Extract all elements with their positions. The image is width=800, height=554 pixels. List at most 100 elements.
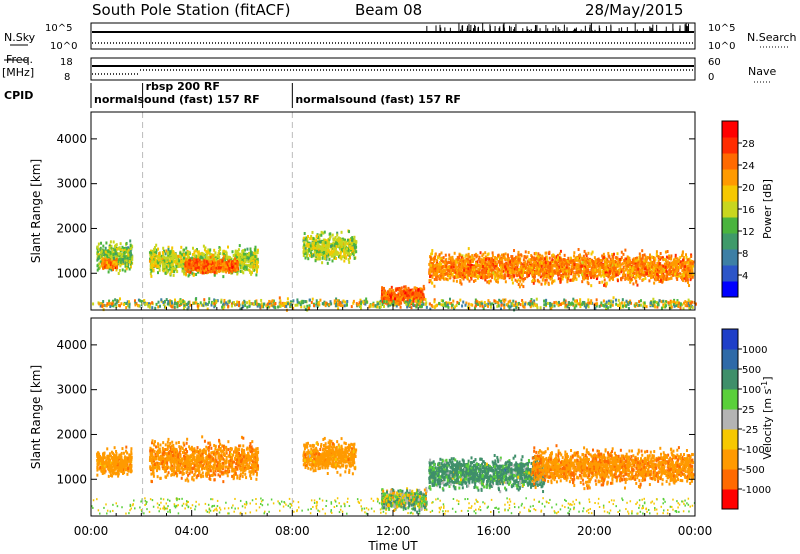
power-cell [169,253,172,257]
power-cell [432,262,435,266]
power-cell [316,242,319,246]
power-cell [127,253,130,257]
power-cell [158,253,161,257]
power-cell [154,264,157,268]
power-cell [234,257,237,261]
power-cell [225,251,228,255]
power-cell [624,273,627,277]
power-cell [218,252,221,256]
power-cell [382,297,385,301]
power-cell [152,252,155,256]
power-cell [255,273,258,277]
power-cell [460,258,463,262]
power-cell [333,244,336,248]
power-cell [399,300,402,304]
power-cell [614,261,617,265]
power-cell [499,257,502,261]
power-cell [163,249,166,253]
power-cell [194,267,197,271]
power-cell [355,250,358,254]
power-cell [327,238,330,242]
power-cell [165,258,168,262]
power-cell [386,290,389,294]
power-cell [609,257,612,261]
power-cell [169,259,172,263]
power-cell [211,269,214,273]
power-cell [250,271,253,275]
power-cell [641,249,644,253]
power-cell [681,269,684,273]
power-cell [153,253,156,257]
power-cell [321,240,324,244]
power-cell [232,262,235,266]
power-cell [120,247,123,251]
power-cell [486,280,489,284]
power-cell [561,265,564,269]
power-cell [519,257,522,261]
power-cell [413,293,416,297]
power-cell [254,245,257,249]
power-cell [244,265,247,269]
power-cell [481,276,484,280]
power-cell [173,267,176,271]
power-cell [117,272,120,276]
power-cell [127,265,130,269]
power-cell [219,266,222,270]
power-cell [189,261,192,265]
sky-tick-top: 10^5 [45,23,72,34]
power-cell [201,271,204,275]
power-cell [186,250,189,254]
power-cell [237,258,240,262]
power-cell [176,257,179,261]
power-cell [533,252,536,256]
power-cell [674,253,677,257]
power-cell [448,257,451,261]
power-cell [303,252,306,256]
power-cell [256,248,259,252]
power-cell [517,271,520,275]
power-cell [199,260,202,264]
power-cell [496,280,499,284]
power-cell [249,247,252,251]
power-cell [594,268,597,272]
power-cell [205,263,208,267]
power-cell [240,255,243,259]
power-cell [120,258,123,262]
power-cell [524,260,527,264]
power-cell [199,252,202,256]
power-cell [670,254,673,258]
power-cell [469,275,472,279]
power-cell [213,263,216,267]
power-cell [214,261,217,265]
power-cell [689,259,692,263]
power-cell [335,241,338,245]
power-cell [631,269,634,273]
power-cell [114,263,117,267]
power-cell [526,270,529,274]
power-cell [228,262,231,266]
power-cell [107,266,110,270]
power-cell [251,256,254,260]
power-cell [624,277,627,281]
power-cell [674,263,677,267]
power-cell [337,255,340,259]
power-cell [228,255,231,259]
power-cell [471,274,474,278]
power-cell [126,251,129,255]
power-cell [403,291,406,295]
power-cell [429,279,432,283]
power-cell [438,253,441,257]
power-cell [154,259,157,263]
power-cell [439,257,442,261]
power-cell [320,241,323,245]
power-cell [548,256,551,260]
power-cell [418,297,421,301]
power-cell [227,270,230,274]
power-cell [400,286,403,290]
power-cell [150,260,153,264]
power-cell [328,250,331,254]
power-cell [347,257,350,261]
power-cell [413,286,416,290]
power-cell [622,252,625,256]
